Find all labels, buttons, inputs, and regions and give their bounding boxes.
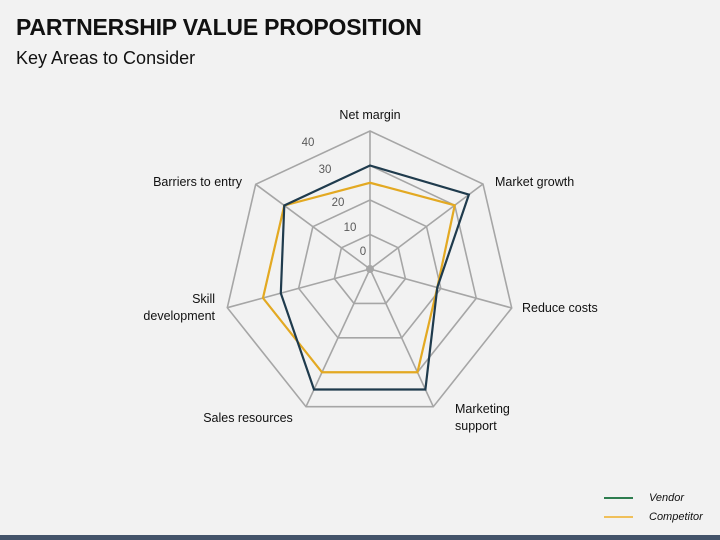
grid-ring-40 [226, 130, 513, 408]
grid-spoke [369, 268, 512, 309]
grid-spoke [227, 268, 371, 309]
axis-label: Sales resources [203, 411, 293, 425]
series-vendor [279, 164, 471, 391]
grid-spoke [369, 268, 435, 408]
grid-ring-20 [297, 199, 442, 339]
grid-ring-10 [333, 233, 407, 305]
axis-label: Market growth [495, 175, 574, 189]
bottom-accent-bar [0, 535, 720, 540]
grid-spoke [255, 183, 371, 270]
tick-label: 0 [360, 246, 366, 258]
vendor-legend-swatch [604, 496, 633, 499]
legend-item-competitor: Competitor [604, 507, 703, 526]
legend-label: Vendor [649, 491, 685, 504]
axis-label: Skill development [143, 292, 215, 323]
axis-label: Marketing support [455, 402, 510, 433]
legend-item-vendor: Vendor [604, 488, 703, 507]
radar-grid [226, 130, 513, 408]
legend-label: Competitor [649, 510, 703, 523]
axis-label: Barriers to entry [153, 175, 243, 189]
tick-label: 20 [332, 197, 345, 209]
page-subtitle: Key Areas to Consider [16, 48, 196, 68]
tick-label: 30 [319, 164, 332, 176]
axis-labels: Net margin Market growth Reduce costs Marke… [143, 108, 597, 433]
competitor-legend-swatch [604, 515, 633, 518]
radar-series [261, 164, 471, 391]
chart-legend: Vendor Competitor [604, 488, 703, 526]
axis-label: Reduce costs [522, 301, 598, 315]
axis-label: Net margin [339, 108, 400, 122]
tick-label: 40 [302, 137, 315, 149]
radial-tick-labels: 010 20 30 40 [302, 137, 367, 258]
tick-label: 10 [344, 222, 357, 234]
grid-spoke [369, 183, 484, 270]
grid-spoke [305, 268, 371, 408]
page-title: PARTNERSHIP VALUE PROPOSITION [16, 14, 422, 40]
series-competitor [261, 181, 457, 374]
center-hub [366, 265, 374, 273]
